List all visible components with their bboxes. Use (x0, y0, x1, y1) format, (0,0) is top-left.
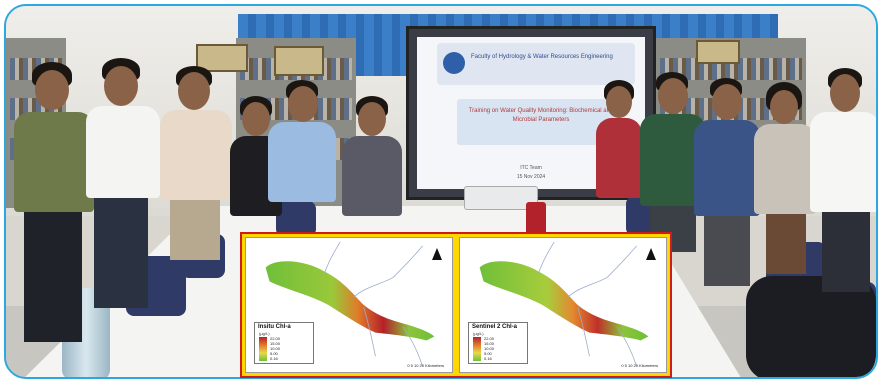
legend-value: 10.00 (484, 346, 495, 351)
wall-picture (274, 46, 324, 76)
legend-title: Insitu Chl-a (258, 324, 291, 330)
projector (464, 186, 538, 210)
participant (692, 78, 762, 288)
black-backpack (746, 276, 876, 377)
red-tumbler (526, 202, 546, 236)
chlorophyll-map-inset: Insitu Chl-a (µg/L) 22.00 15.00 10.00 5.… (240, 232, 672, 378)
legend-title: Sentinel 2 Chl-a (472, 324, 518, 330)
legend-value: 22.00 (270, 336, 281, 341)
legend-value: 10.00 (270, 346, 281, 351)
legend-value: 0.16 (270, 356, 278, 361)
legend-value: 22.00 (484, 336, 495, 341)
photo-frame: Faculty of Hydrology & Water Resources E… (4, 4, 878, 379)
presenter-name: ITC Team (520, 165, 542, 171)
participant (808, 68, 876, 298)
lake-shape (265, 261, 435, 341)
insitu-chl-a-map: Insitu Chl-a (µg/L) 22.00 15.00 10.00 5.… (245, 237, 453, 373)
participant (340, 96, 404, 216)
scale-bar: 0 5 10 20 Kilometers (621, 363, 658, 368)
participant (266, 80, 338, 220)
north-arrow-icon (646, 248, 656, 260)
legend-value: 0.16 (484, 356, 492, 361)
participant (752, 82, 818, 282)
university-logo (443, 52, 465, 74)
participant (594, 80, 644, 210)
slide-header: Faculty of Hydrology & Water Resources E… (437, 43, 635, 85)
legend-unit: (µg/L) (259, 331, 270, 336)
map-legend: Insitu Chl-a (µg/L) 22.00 15.00 10.00 5.… (254, 322, 314, 364)
legend-value: 15.00 (484, 341, 495, 346)
lake-map-graphic (479, 241, 649, 367)
color-ramp (259, 337, 267, 361)
legend-values: 22.00 15.00 10.00 5.00 0.16 (270, 336, 280, 361)
training-title: Training on Water Quality Monitoring: Bi… (468, 108, 614, 123)
projection-screen: Faculty of Hydrology & Water Resources E… (406, 26, 656, 200)
lake-shape (479, 261, 649, 341)
wall-picture (696, 40, 740, 64)
legend-value: 5.00 (270, 351, 278, 356)
slide-title-box: Training on Water Quality Monitoring: Bi… (457, 99, 625, 145)
legend-value: 5.00 (484, 351, 492, 356)
participant (82, 58, 162, 318)
legend-unit: (µg/L) (473, 331, 484, 336)
scale-bar: 0 5 10 20 Kilometers (407, 363, 444, 368)
sentinel2-chl-a-map: Sentinel 2 Chl-a (µg/L) 22.00 15.00 10.0… (459, 237, 667, 373)
wall-picture (196, 44, 248, 72)
presentation-date: 15 Nov 2024 (516, 174, 546, 180)
legend-values: 22.00 15.00 10.00 5.00 0.16 (484, 336, 494, 361)
map-legend: Sentinel 2 Chl-a (µg/L) 22.00 15.00 10.0… (468, 322, 528, 364)
participant (156, 66, 234, 266)
participant (10, 62, 96, 352)
faculty-name: Faculty of Hydrology & Water Resources E… (471, 54, 613, 60)
legend-value: 15.00 (270, 341, 281, 346)
color-ramp (473, 337, 481, 361)
lake-map-graphic (265, 241, 435, 367)
office-chair (276, 201, 316, 237)
north-arrow-icon (432, 248, 442, 260)
